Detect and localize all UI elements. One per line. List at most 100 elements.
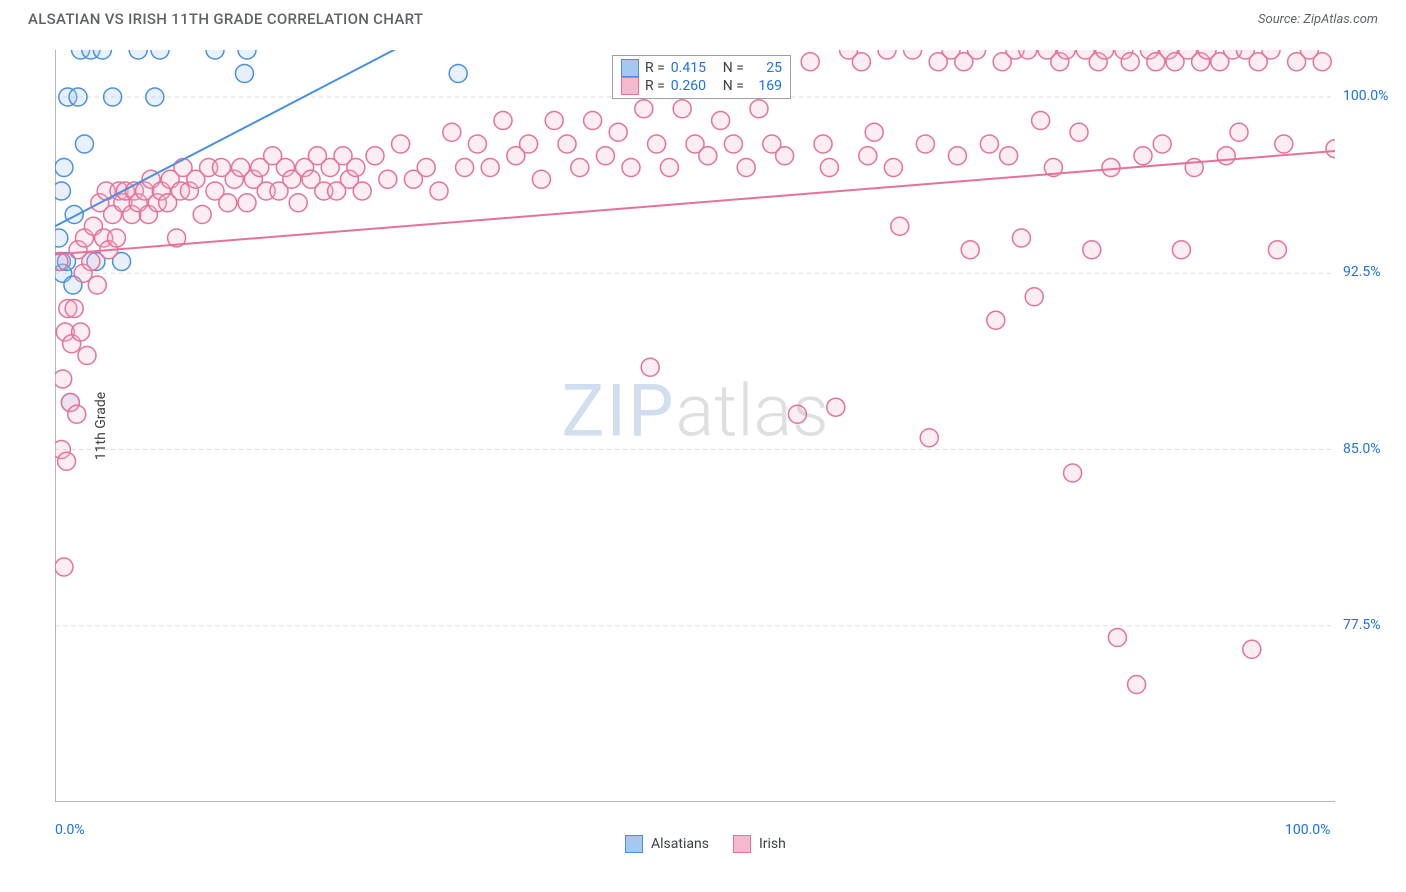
data-point: [1121, 53, 1139, 71]
data-point: [891, 217, 909, 235]
data-point: [1012, 229, 1030, 247]
data-point: [347, 159, 365, 177]
data-point: [1313, 53, 1331, 71]
data-point: [648, 135, 666, 153]
legend-item: Alsatians: [625, 835, 709, 853]
data-point: [392, 135, 410, 153]
data-point: [129, 50, 147, 59]
data-point: [55, 159, 73, 177]
data-point: [596, 147, 614, 165]
x-tick-label: 100.0%: [1285, 822, 1330, 838]
x-tick-label: 0.0%: [55, 822, 85, 838]
data-point: [468, 135, 486, 153]
data-point: [724, 135, 742, 153]
data-point: [987, 311, 1005, 329]
data-point: [219, 194, 237, 212]
data-point: [379, 170, 397, 188]
data-point: [776, 147, 794, 165]
data-point: [1243, 640, 1261, 658]
data-point: [916, 135, 934, 153]
data-point: [1153, 135, 1171, 153]
data-point: [622, 159, 640, 177]
data-point: [238, 50, 256, 59]
data-point: [673, 100, 691, 118]
data-point: [88, 276, 106, 294]
legend-r-label: R =: [645, 60, 665, 76]
data-point: [55, 370, 72, 388]
data-point: [449, 65, 467, 83]
data-point: [72, 323, 90, 341]
data-point: [884, 159, 902, 177]
data-point: [55, 182, 70, 200]
legend-row: R =0.260N =169: [621, 77, 782, 95]
data-point: [865, 123, 883, 141]
y-tick-label: 85.0%: [1343, 441, 1381, 457]
data-point: [238, 194, 256, 212]
data-point: [1070, 123, 1088, 141]
data-point: [289, 194, 307, 212]
data-point: [151, 50, 169, 59]
data-point: [820, 159, 838, 177]
data-point: [430, 182, 448, 200]
data-point: [859, 147, 877, 165]
data-point: [443, 123, 461, 141]
data-point: [417, 159, 435, 177]
data-point: [814, 135, 832, 153]
legend-n-label: N =: [723, 78, 744, 94]
legend-n-value: 169: [750, 78, 782, 94]
legend-r-value: 0.260: [671, 78, 717, 94]
legend-swatch: [621, 59, 639, 77]
data-point: [1230, 123, 1248, 141]
data-point: [948, 147, 966, 165]
data-point: [1108, 629, 1126, 647]
data-point: [366, 147, 384, 165]
data-point: [545, 112, 563, 130]
data-point: [852, 53, 870, 71]
data-point: [920, 429, 938, 447]
data-point: [904, 50, 922, 59]
legend-label: Irish: [759, 836, 786, 852]
data-point: [980, 135, 998, 153]
data-point: [1083, 241, 1101, 259]
data-point: [107, 229, 125, 247]
data-point: [494, 112, 512, 130]
y-tick-label: 92.5%: [1343, 264, 1381, 280]
data-point: [801, 53, 819, 71]
data-point: [456, 159, 474, 177]
data-point: [1326, 140, 1335, 158]
legend-n-label: N =: [723, 60, 744, 76]
data-point: [1134, 147, 1152, 165]
data-point: [1102, 159, 1120, 177]
data-point: [660, 159, 678, 177]
legend-swatch: [733, 835, 751, 853]
legend-n-value: 25: [750, 60, 782, 76]
y-tick-label: 77.5%: [1343, 617, 1381, 633]
data-point: [55, 229, 68, 247]
series-legend: Alsatians Irish: [625, 835, 786, 853]
data-point: [1217, 147, 1235, 165]
data-point: [68, 405, 86, 423]
data-point: [82, 253, 100, 271]
data-point: [235, 65, 253, 83]
data-point: [78, 347, 96, 365]
legend-swatch: [625, 835, 643, 853]
data-point: [737, 159, 755, 177]
scatter-chart: [55, 50, 1335, 802]
chart-header: ALSATIAN VS IRISH 11TH GRADE CORRELATION…: [0, 0, 1406, 34]
data-point: [104, 88, 122, 106]
data-point: [65, 206, 83, 224]
y-tick-label: 100.0%: [1343, 88, 1388, 104]
legend-item: Irish: [733, 835, 786, 853]
data-point: [520, 135, 538, 153]
data-point: [571, 159, 589, 177]
data-point: [532, 170, 550, 188]
data-point: [878, 50, 896, 59]
data-point: [146, 88, 164, 106]
data-point: [1275, 135, 1293, 153]
data-point: [193, 206, 211, 224]
data-point: [699, 147, 717, 165]
legend-label: Alsatians: [651, 836, 709, 852]
data-point: [827, 398, 845, 416]
data-point: [750, 100, 768, 118]
data-point: [641, 358, 659, 376]
